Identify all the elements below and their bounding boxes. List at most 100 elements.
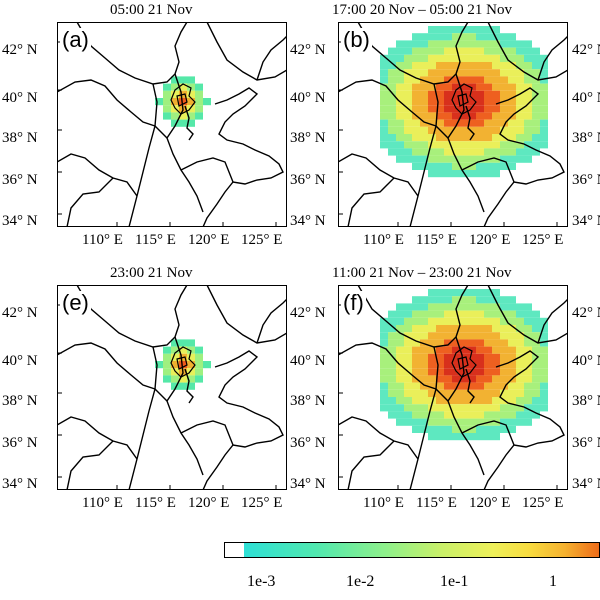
footprint-cell [420, 411, 428, 419]
footprint-cell [508, 303, 516, 311]
footprint-cell [436, 310, 444, 318]
footprint-cell [420, 141, 428, 149]
footprint-cell [452, 325, 460, 333]
lon-label-a-125: 125° E [241, 232, 283, 248]
footprint-cell [460, 54, 468, 62]
footprint-cell [516, 155, 524, 163]
footprint-cell [468, 353, 476, 361]
footprint-cell [524, 346, 532, 354]
footprint-cell [163, 346, 171, 354]
footprint-cell [171, 353, 179, 361]
footprint-cell [428, 62, 436, 70]
footprint-cell [171, 361, 179, 369]
footprint-cell [468, 54, 476, 62]
footprint-cell [484, 162, 492, 170]
footprint-cell [476, 404, 484, 412]
city-districts [170, 83, 196, 115]
lat-label-a-36: 36° N [2, 172, 38, 188]
footprint-cell [396, 382, 404, 390]
footprint-cell [444, 425, 452, 433]
footprint-cell [396, 332, 404, 340]
footprint-cell [532, 62, 540, 70]
lat-label-right-f-34: 34° N [572, 476, 600, 492]
footprint-cell [484, 375, 492, 383]
footprint-cell [516, 40, 524, 48]
footprint-cell [524, 62, 532, 70]
lon-label-b-120: 120° E [469, 232, 511, 248]
footprint-cell [516, 368, 524, 376]
footprint-cell [436, 303, 444, 311]
footprint-cell [187, 112, 195, 120]
footprint-cell [492, 76, 500, 84]
footprint-cell [404, 310, 412, 318]
footprint-cell [452, 303, 460, 311]
footprint-cell [476, 69, 484, 77]
panel-e-title: 23:00 21 Nov [110, 265, 193, 281]
footprint-cell [532, 148, 540, 156]
footprint-cell [428, 382, 436, 390]
lon-label-b-125: 125° E [522, 232, 564, 248]
footprint-cell [492, 389, 500, 397]
footprint-cell [484, 62, 492, 70]
footprint-cell [428, 353, 436, 361]
footprint-cell [428, 389, 436, 397]
footprint-cell [444, 382, 452, 390]
footprint-cell [388, 332, 396, 340]
footprint-cell [412, 346, 420, 354]
province-border [256, 298, 287, 344]
footprint-cell [388, 353, 396, 361]
footprint-cell [468, 90, 476, 98]
footprint-cell [428, 296, 436, 304]
footprint-cell [195, 83, 203, 91]
footprint-cell [428, 33, 436, 41]
footprint-cell [436, 26, 444, 34]
map-e-svg [57, 285, 287, 490]
footprint-cell [524, 310, 532, 318]
footprint-cell [476, 433, 484, 441]
footprint-cell [516, 389, 524, 397]
footprint-cell [516, 105, 524, 113]
footprint-cell [524, 98, 532, 106]
footprint-cell [179, 98, 187, 106]
map-a-svg [57, 22, 287, 227]
footprint-cell [420, 361, 428, 369]
footprint-cell [508, 332, 516, 340]
footprint-cell [428, 170, 436, 178]
footprint-cell [380, 126, 388, 134]
footprint-cell [420, 375, 428, 383]
footprint-cell [532, 404, 540, 412]
footprint-cell [388, 368, 396, 376]
footprint-cell [187, 361, 195, 369]
footprint-cell [476, 332, 484, 340]
footprint-cell [476, 289, 484, 297]
footprint-cell [412, 62, 420, 70]
footprint-cell [428, 411, 436, 419]
footprint-cell [388, 90, 396, 98]
footprint-cell [540, 141, 548, 149]
footprint-cell [452, 382, 460, 390]
footprint-cell [524, 126, 532, 134]
footprint-cell [500, 317, 508, 325]
footprint-cell [388, 346, 396, 354]
footprint-cell [412, 303, 420, 311]
map-panel-e [57, 285, 287, 490]
footprint-cell [492, 425, 500, 433]
footprint-cell [500, 47, 508, 55]
footprint-cell [468, 317, 476, 325]
footprint-cell [388, 47, 396, 55]
footprint-cell [380, 62, 388, 70]
footprint-cell [508, 119, 516, 127]
province-border [57, 416, 138, 460]
footprint-cell [540, 332, 548, 340]
footprint-cell [516, 375, 524, 383]
footprint-cell [404, 303, 412, 311]
footprint-cell [516, 332, 524, 340]
footprint-cell [452, 90, 460, 98]
footprint-cell [436, 69, 444, 77]
footprint-cell [476, 368, 484, 376]
lon-label-f-115: 115° E [416, 495, 457, 511]
footprint-cell [428, 76, 436, 84]
footprint-cell [195, 346, 203, 354]
footprint-cell [404, 69, 412, 77]
footprint-cell [460, 346, 468, 354]
